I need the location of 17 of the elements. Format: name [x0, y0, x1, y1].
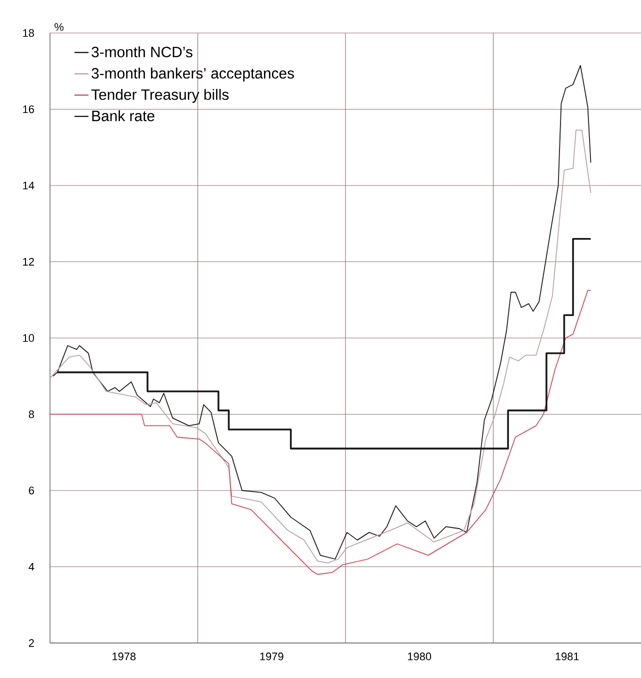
y-tick-label: 2 [28, 639, 34, 647]
y-tick-label: 6 [28, 486, 34, 494]
y-tick-label: 8 [28, 410, 34, 418]
legend-label: 3-month NCD’s [92, 46, 192, 58]
y-tick-label: 16 [23, 105, 34, 114]
y-tick-label: 14 [23, 182, 34, 190]
y-tick-label: 10 [23, 334, 34, 342]
x-tick-label: 1980 [408, 652, 432, 660]
y-tick-label: 4 [28, 562, 34, 571]
x-tick-label: 1979 [260, 652, 284, 660]
y-axis-title: % [54, 23, 64, 31]
line-series [50, 290, 592, 575]
y-tick-label: 12 [23, 258, 34, 266]
legend-label: Bank rate [92, 110, 154, 122]
x-tick-label: 1978 [112, 652, 136, 660]
x-tick-label: 1981 [556, 652, 579, 660]
y-tick-label: 18 [23, 29, 34, 37]
